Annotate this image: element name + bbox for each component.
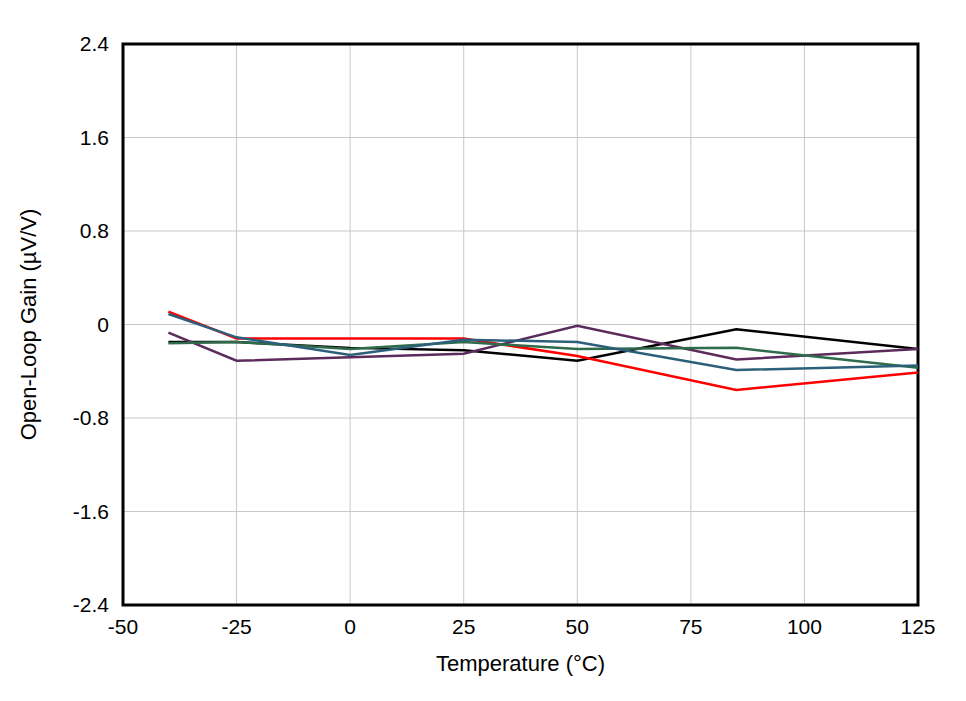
svg-text:0: 0 — [97, 313, 109, 336]
svg-text:-50: -50 — [108, 615, 138, 638]
svg-text:100: 100 — [787, 615, 822, 638]
svg-text:-2.4: -2.4 — [73, 593, 110, 616]
svg-text:-25: -25 — [221, 615, 251, 638]
svg-text:0: 0 — [344, 615, 356, 638]
svg-text:1.6: 1.6 — [80, 126, 109, 149]
svg-text:75: 75 — [679, 615, 702, 638]
svg-text:2.4: 2.4 — [80, 32, 110, 55]
svg-text:50: 50 — [566, 615, 589, 638]
svg-text:25: 25 — [452, 615, 475, 638]
svg-text:-1.6: -1.6 — [73, 500, 109, 523]
svg-text:0.8: 0.8 — [80, 219, 109, 242]
svg-text:125: 125 — [900, 615, 935, 638]
svg-text:-0.8: -0.8 — [73, 406, 109, 429]
svg-text:Temperature (°C): Temperature (°C) — [436, 651, 605, 676]
svg-text:Open-Loop Gain (µV/V): Open-Loop Gain (µV/V) — [16, 209, 41, 441]
